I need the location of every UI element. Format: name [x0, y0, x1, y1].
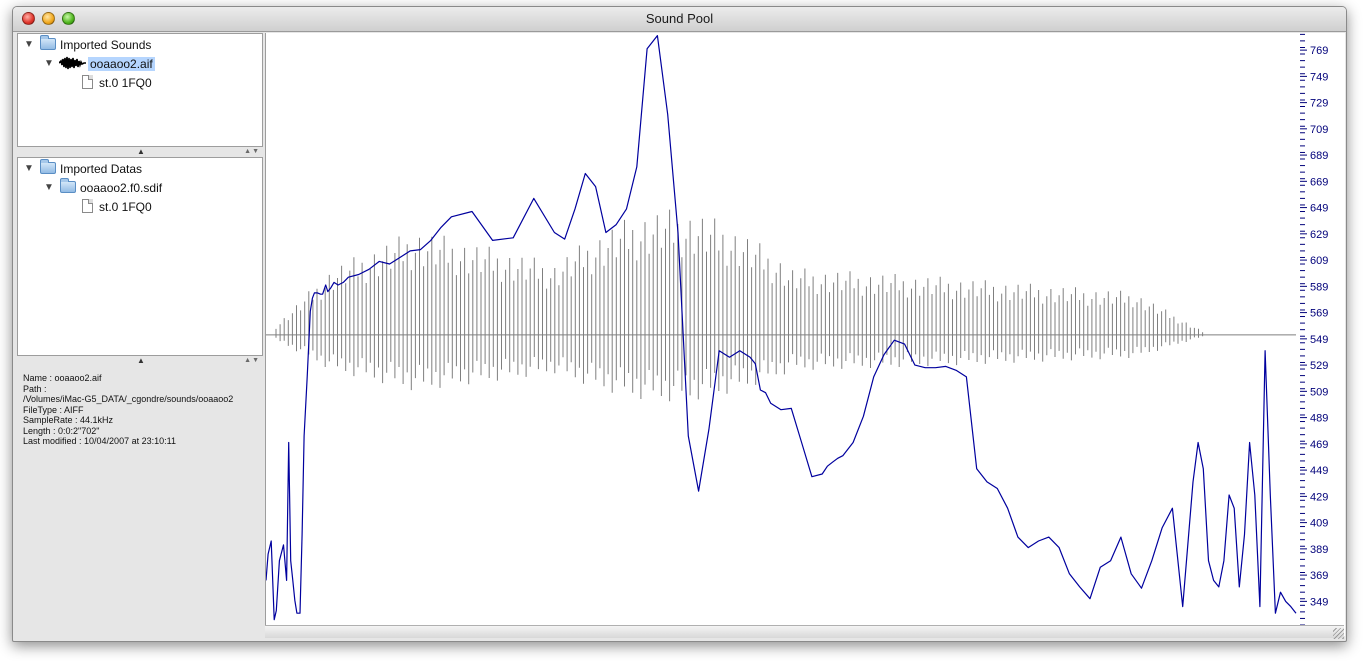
tree-row-sound-stream[interactable]: st.0 1FQ0 — [22, 74, 262, 92]
tree-row-data-file[interactable]: ▼ ooaaoo2.f0.sdif — [22, 178, 262, 197]
info-last-modified: Last modified : 10/04/2007 at 23:10:11 — [23, 436, 176, 446]
document-icon — [82, 199, 93, 213]
tree-label-sound-stream: st.0 1FQ0 — [99, 76, 152, 90]
tree-row-imported-sounds[interactable]: ▼ Imported Sounds — [22, 35, 262, 54]
info-samplerate: SampleRate : 44.1kHz — [23, 415, 114, 425]
splitter-grip-icon: ▲ — [137, 356, 145, 365]
y-axis-tick-label: 649 — [1310, 203, 1328, 215]
y-axis-tick-label: 549 — [1310, 334, 1328, 346]
waveform-file-icon — [59, 56, 86, 70]
tree-label-imported-sounds: Imported Sounds — [60, 38, 152, 52]
y-axis-tick-label: 489 — [1310, 413, 1328, 425]
info-path-value: /Volumes/iMac-G5_DATA/_cgondre/sounds/oo… — [23, 394, 234, 404]
y-axis-tick-label: 509 — [1310, 386, 1328, 398]
scroll-arrows-icon[interactable]: ▲▼ — [244, 357, 260, 364]
y-axis-tick-label: 569 — [1310, 308, 1328, 320]
y-axis-tick-label: 469 — [1310, 439, 1328, 451]
minimize-window-button[interactable] — [42, 12, 55, 25]
close-window-button[interactable] — [22, 12, 35, 25]
disclosure-triangle-icon[interactable]: ▼ — [24, 39, 34, 50]
file-info-panel: Name : ooaaoo2.aif Path : /Volumes/iMac-… — [23, 373, 259, 447]
y-axis-tick-label: 449 — [1310, 465, 1328, 477]
tree-row-sound-file[interactable]: ▼ ooaaoo2.aif — [22, 55, 262, 73]
sound-graph-view[interactable]: 349 369 389 409 429 449 469 489 509 529 549 569 589 6… — [265, 33, 1345, 636]
tree-label-imported-datas: Imported Datas — [60, 162, 143, 176]
zoom-window-button[interactable] — [62, 12, 75, 25]
y-axis-tick-label: 409 — [1310, 518, 1328, 530]
y-axis-tick-label: 369 — [1310, 570, 1328, 582]
waveform-signal — [275, 209, 1204, 402]
tree-label-sound-file: ooaaoo2.aif — [88, 57, 155, 71]
sounds-pane-splitter[interactable]: ▲ ▲▼ — [17, 147, 263, 156]
y-axis-tick-label: 769 — [1310, 45, 1328, 57]
tree-label-data-stream: st.0 1FQ0 — [99, 200, 152, 214]
document-icon — [82, 75, 93, 89]
y-axis-tick-label: 349 — [1310, 596, 1328, 608]
datas-pane-splitter[interactable]: ▲ ▲▼ — [17, 356, 263, 365]
y-axis-tick-label: 689 — [1310, 150, 1328, 162]
folder-icon — [60, 178, 76, 193]
info-name: Name : ooaaoo2.aif — [23, 373, 102, 383]
folder-icon — [40, 159, 56, 174]
tree-row-data-stream[interactable]: st.0 1FQ0 — [22, 198, 262, 216]
splitter-grip-icon: ▲ — [137, 147, 145, 156]
resize-grip-icon[interactable] — [1333, 628, 1344, 639]
disclosure-triangle-icon[interactable]: ▼ — [24, 163, 34, 174]
sound-pool-window: Sound Pool ▼ Imported Sounds ▼ ooaaoo2.a… — [12, 6, 1347, 642]
sounds-tree-pane[interactable]: ▼ Imported Sounds ▼ ooaaoo2.aif st.0 1FQ… — [17, 33, 263, 147]
info-filetype: FileType : AIFF — [23, 404, 84, 415]
y-axis-tick-label: 629 — [1310, 229, 1328, 241]
y-axis-tick-label: 529 — [1310, 360, 1328, 372]
y-axis-tick-label: 749 — [1310, 71, 1328, 83]
tree-row-imported-datas[interactable]: ▼ Imported Datas — [22, 159, 262, 178]
info-length: Length : 0:0:2"702" — [23, 425, 100, 436]
horizontal-scrollbar[interactable] — [265, 625, 1344, 638]
y-axis-tick-label: 609 — [1310, 255, 1328, 267]
y-axis-tick-label: 389 — [1310, 544, 1328, 556]
y-axis-tick-label: 709 — [1310, 124, 1328, 136]
y-axis-tick-label: 429 — [1310, 491, 1328, 503]
folder-icon — [40, 35, 56, 50]
f0-curve-line — [266, 35, 1297, 621]
waveform-f0-chart[interactable]: 349 369 389 409 429 449 469 489 509 529 549 569 589 6… — [266, 33, 1345, 625]
scroll-arrows-icon[interactable]: ▲▼ — [244, 148, 260, 155]
datas-tree-pane[interactable]: ▼ Imported Datas ▼ ooaaoo2.f0.sdif st.0 … — [17, 157, 263, 356]
info-path-label: Path : — [23, 383, 47, 394]
y-axis-tick-label: 729 — [1310, 98, 1328, 110]
tree-label-data-file: ooaaoo2.f0.sdif — [80, 181, 163, 195]
title-bar[interactable]: Sound Pool — [13, 7, 1346, 32]
disclosure-triangle-icon[interactable]: ▼ — [44, 182, 54, 193]
y-axis-tick-label: 589 — [1310, 281, 1328, 293]
y-axis-tick-label: 669 — [1310, 176, 1328, 188]
window-title: Sound Pool — [645, 11, 714, 26]
disclosure-triangle-icon[interactable]: ▼ — [44, 58, 54, 69]
